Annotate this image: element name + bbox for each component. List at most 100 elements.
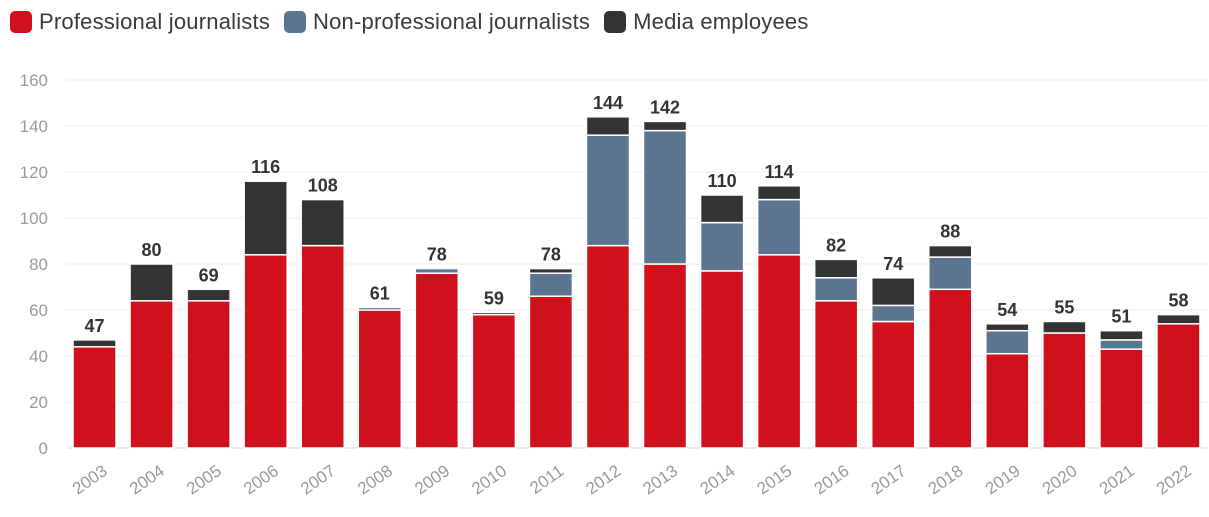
bar-2018-non-professional-journalists [928, 256, 973, 291]
bar-2014-professional-journalists [699, 270, 745, 449]
bar-2019-non-professional-journalists [985, 329, 1030, 355]
y-tick-label-20: 20 [29, 393, 48, 412]
x-tick-label-2010: 2010 [468, 461, 510, 498]
bar-2015-non-professional-journalists [756, 198, 802, 256]
total-label-2009: 78 [427, 245, 447, 265]
bar-2013-non-professional-journalists [642, 129, 688, 265]
total-label-2020: 55 [1054, 298, 1074, 318]
total-label-2007: 108 [308, 176, 338, 196]
total-label-2008: 61 [370, 284, 390, 304]
x-tick-label-2019: 2019 [982, 461, 1024, 498]
bar-2014-non-professional-journalists [699, 221, 745, 272]
total-label-2021: 51 [1111, 307, 1131, 327]
bar-2003-professional-journalists [72, 346, 117, 449]
bar-2016-professional-journalists [813, 300, 859, 449]
x-tick-label-2013: 2013 [639, 461, 681, 498]
bar-2006-professional-journalists [243, 254, 288, 449]
total-labels: 47 80 69 116 108 61 78 59 78 144 142 110 114 82 74 88 54… [85, 93, 1189, 336]
legend-item-media-employees[interactable]: Media employees [604, 9, 808, 35]
total-label-2006: 116 [251, 157, 280, 177]
x-tick-label-2016: 2016 [811, 461, 853, 498]
bar-2020-professional-journalists [1042, 332, 1087, 449]
x-tick-label-2011: 2011 [526, 461, 567, 498]
bar-2020-media-employees [1042, 320, 1087, 334]
total-label-2003: 47 [85, 316, 105, 336]
bar-2008-professional-journalists [357, 309, 403, 449]
bar-2021-media-employees [1099, 329, 1144, 341]
bar-2010-media-employees [471, 311, 517, 316]
bars [72, 116, 1201, 449]
bar-2015-professional-journalists [756, 254, 802, 449]
legend-swatch-media-employees [604, 11, 627, 33]
x-tick-label-2007: 2007 [297, 461, 339, 498]
x-tick-label-2012: 2012 [582, 461, 624, 498]
bar-2011-media-employees [528, 267, 574, 274]
total-label-2011: 78 [541, 245, 561, 265]
total-label-2005: 69 [199, 265, 219, 285]
grid-lines [66, 79, 1207, 449]
x-tick-label-2005: 2005 [183, 461, 225, 498]
y-tick-label-100: 100 [20, 209, 48, 228]
bar-2019-professional-journalists [985, 352, 1030, 449]
bar-2014-media-employees [699, 194, 745, 224]
x-tick-label-2018: 2018 [925, 461, 967, 498]
bar-2008-media-employees [357, 306, 403, 311]
bar-2007-media-employees [300, 198, 345, 247]
total-label-2016: 82 [826, 235, 846, 255]
legend-item-professional[interactable]: Professional journalists [10, 9, 270, 35]
legend-item-non-professional[interactable]: Non-professional journalists [284, 9, 590, 35]
bar-2007-professional-journalists [300, 244, 345, 449]
x-tick-label-2020: 2020 [1039, 461, 1081, 498]
total-label-2010: 59 [484, 288, 504, 308]
total-label-2017: 74 [883, 254, 903, 274]
bar-2003-media-employees [72, 339, 117, 348]
bar-2016-non-professional-journalists [813, 277, 859, 302]
x-tick-label-2006: 2006 [240, 461, 282, 498]
x-tick-label-2021: 2021 [1096, 461, 1138, 498]
bar-2021-non-professional-journalists [1099, 339, 1144, 350]
x-tick-label-2008: 2008 [354, 461, 396, 498]
total-label-2014: 110 [708, 171, 737, 191]
y-tick-label-140: 140 [20, 117, 48, 136]
bar-2017-non-professional-journalists [870, 304, 916, 323]
bar-2018-media-employees [928, 244, 973, 258]
total-label-2012: 144 [593, 93, 623, 113]
bar-2005-professional-journalists [186, 300, 231, 449]
x-tick-label-2017: 2017 [868, 461, 910, 498]
bar-2018-professional-journalists [928, 288, 973, 449]
total-label-2019: 54 [997, 300, 1017, 320]
total-label-2013: 142 [650, 97, 680, 117]
total-label-2022: 58 [1168, 291, 1188, 311]
bar-2005-media-employees [186, 288, 231, 302]
x-tick-label-2022: 2022 [1153, 461, 1195, 498]
bar-2011-professional-journalists [528, 295, 574, 449]
x-tick-label-2004: 2004 [126, 461, 168, 498]
bar-2013-media-employees [642, 120, 688, 132]
legend-swatch-professional [10, 11, 32, 33]
y-axis: 0 20 40 60 80 100 120 140 160 [20, 71, 48, 458]
bar-2006-media-employees [243, 180, 288, 256]
bar-2011-non-professional-journalists [528, 272, 574, 297]
legend-swatch-non-professional [284, 11, 307, 33]
y-tick-label-40: 40 [29, 347, 48, 366]
y-tick-label-0: 0 [39, 439, 48, 458]
bar-2019-media-employees [985, 323, 1030, 332]
y-tick-label-60: 60 [29, 301, 48, 320]
bar-2004-media-employees [129, 263, 174, 302]
bar-2022-professional-journalists [1156, 323, 1201, 449]
bar-2015-media-employees [756, 185, 802, 201]
x-tick-label-2015: 2015 [754, 461, 796, 498]
bar-2009-professional-journalists [414, 272, 460, 449]
bar-2021-professional-journalists [1099, 348, 1144, 449]
bar-2009-non-professional-journalists [414, 267, 460, 274]
y-tick-label-80: 80 [29, 255, 48, 274]
bar-2012-media-employees [585, 116, 631, 136]
legend-label-non-professional: Non-professional journalists [313, 9, 591, 34]
x-tick-label-2003: 2003 [69, 461, 111, 498]
bar-2022-media-employees [1156, 313, 1201, 325]
bar-2013-professional-journalists [642, 263, 688, 449]
y-tick-label-120: 120 [20, 163, 48, 182]
bar-2012-non-professional-journalists [585, 134, 631, 247]
bar-2012-professional-journalists [585, 244, 631, 449]
